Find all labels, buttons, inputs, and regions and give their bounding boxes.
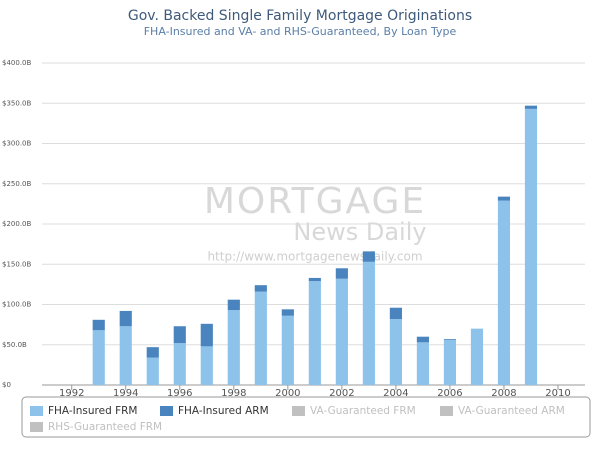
x-tick-label: 2010 xyxy=(545,388,570,399)
bar-segment xyxy=(92,330,105,385)
y-tick-label: $350.0B xyxy=(2,99,31,107)
bar-segment xyxy=(497,196,511,201)
x-tick-label: 1996 xyxy=(167,388,192,399)
bar-segment xyxy=(254,285,267,292)
watermark: News Daily xyxy=(293,218,426,246)
y-tick-label: $100.0B xyxy=(2,301,31,309)
legend-swatch xyxy=(160,406,173,416)
bar-segment xyxy=(173,343,186,385)
legend-swatch xyxy=(30,406,43,416)
bar-segment xyxy=(362,251,375,262)
y-tick-label: $400.0B xyxy=(2,59,31,67)
legend-label: VA-Guaranteed FRM xyxy=(310,405,416,417)
bar-segment xyxy=(281,315,294,385)
bar-segment xyxy=(416,336,429,343)
bar-segment xyxy=(524,108,538,385)
bar-segment xyxy=(227,299,240,311)
bar-segment xyxy=(146,357,159,385)
legend-label: FHA-Insured FRM xyxy=(48,405,138,417)
x-tick-label: 2008 xyxy=(491,388,516,399)
y-tick-label: $250.0B xyxy=(2,180,31,188)
bar-segment xyxy=(281,309,294,316)
bar-segment xyxy=(146,347,159,358)
x-tick-label: 1994 xyxy=(113,388,138,399)
bar-segment xyxy=(119,326,132,385)
bar-segment xyxy=(497,200,511,385)
legend-label: FHA-Insured ARM xyxy=(178,405,269,417)
chart-title: Gov. Backed Single Family Mortgage Origi… xyxy=(128,8,472,24)
bar-segment xyxy=(200,346,213,385)
y-tick-label: $300.0B xyxy=(2,140,31,148)
y-tick-label: $150.0B xyxy=(2,260,31,268)
bar-segment xyxy=(416,342,429,385)
bar-segment xyxy=(227,310,240,385)
x-tick-label: 2002 xyxy=(329,388,354,399)
bar-segment xyxy=(254,291,267,385)
bar-segment xyxy=(335,278,348,385)
legend-label: RHS-Guaranteed FRM xyxy=(48,421,162,433)
bar-segment xyxy=(524,105,538,109)
bar-segment xyxy=(389,318,402,385)
bar-segment xyxy=(362,261,375,385)
bar-segment xyxy=(443,339,457,385)
bar-segment xyxy=(92,319,105,331)
legend-swatch xyxy=(440,406,453,416)
y-tick-label: $0 xyxy=(2,381,11,389)
bar-segment xyxy=(308,281,321,385)
y-tick-label: $50.0B xyxy=(2,341,27,349)
x-tick-label: 2004 xyxy=(383,388,408,399)
watermark: MORTGAGE xyxy=(204,181,426,222)
bar-segment xyxy=(389,307,402,319)
bar-segment xyxy=(308,277,321,282)
bar-segment xyxy=(173,326,186,344)
watermark: http://www.mortgagenewsdaily.com xyxy=(207,250,422,264)
chart-subtitle: FHA-Insured and VA- and RHS-Guaranteed, … xyxy=(144,25,457,38)
legend-label: VA-Guaranteed ARM xyxy=(458,405,565,417)
bar-segment xyxy=(470,328,484,385)
legend-box xyxy=(21,396,591,438)
x-tick-label: 2006 xyxy=(437,388,462,399)
x-tick-label: 1992 xyxy=(59,388,84,399)
legend-swatch xyxy=(30,422,43,432)
x-tick-label: 1998 xyxy=(221,388,246,399)
x-tick-label: 2000 xyxy=(275,388,300,399)
y-tick-label: $200.0B xyxy=(2,220,31,228)
legend-swatch xyxy=(292,406,305,416)
bar-segment xyxy=(200,323,213,347)
bar-segment xyxy=(119,310,132,327)
bar-segment xyxy=(335,268,348,279)
bar-segment xyxy=(443,339,457,340)
